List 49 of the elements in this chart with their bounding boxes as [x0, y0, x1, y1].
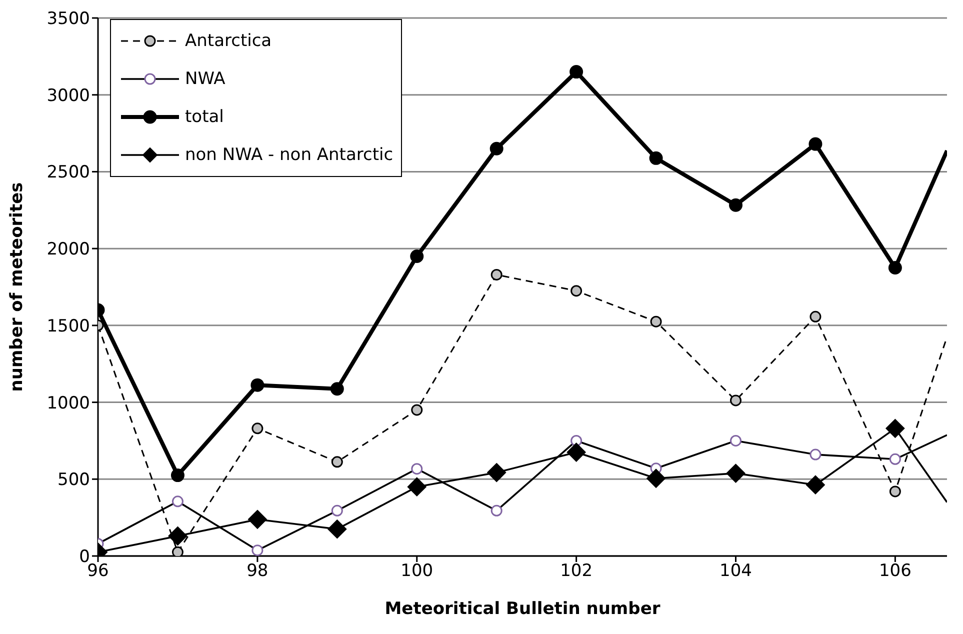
point	[490, 268, 502, 280]
point	[728, 198, 742, 212]
point	[570, 65, 584, 79]
y-tick-label: 3000	[46, 86, 90, 106]
point	[487, 463, 506, 482]
point	[889, 486, 901, 498]
point	[806, 475, 825, 494]
point	[410, 250, 424, 264]
point	[566, 442, 586, 462]
y-tick-label: 2500	[46, 162, 90, 183]
y-tick-label: 1500	[46, 316, 90, 336]
x-tick-label: 98	[246, 561, 268, 582]
y-tick-label: 2000	[46, 240, 90, 260]
y-axis-title: number of meteorites	[7, 182, 28, 392]
point	[250, 378, 264, 392]
legend-label: NWA	[185, 69, 226, 89]
point	[570, 285, 582, 297]
point	[886, 418, 905, 438]
point	[330, 382, 344, 396]
point	[248, 510, 267, 529]
legend-label: Antarctica	[185, 31, 272, 51]
point	[407, 477, 426, 496]
point	[810, 310, 822, 322]
point	[649, 151, 663, 165]
point	[490, 142, 504, 156]
y-tick-label: 1000	[46, 393, 90, 414]
x-tick-label: 100	[400, 561, 434, 582]
point	[726, 464, 746, 483]
x-tick-label: 102	[560, 561, 593, 582]
y-tick-label: 3500	[46, 9, 90, 30]
point	[411, 404, 423, 416]
legend-label: total	[185, 107, 224, 127]
x-axis-title: Meteoritical Bulletin number	[384, 599, 661, 619]
point	[168, 526, 188, 546]
point	[252, 422, 264, 434]
point	[331, 456, 343, 468]
point	[172, 546, 184, 556]
x-tick-label: 96	[87, 561, 109, 582]
x-tick-label: 104	[720, 561, 752, 582]
point	[170, 468, 184, 482]
point	[730, 394, 742, 406]
point	[650, 316, 662, 328]
point	[888, 261, 902, 275]
point	[328, 520, 347, 539]
point	[808, 137, 822, 151]
legend-label: non NWA - non Antarctic	[185, 145, 394, 165]
point	[646, 468, 666, 488]
y-tick-label: 500	[58, 470, 90, 490]
x-tick-label: 106	[878, 561, 912, 582]
